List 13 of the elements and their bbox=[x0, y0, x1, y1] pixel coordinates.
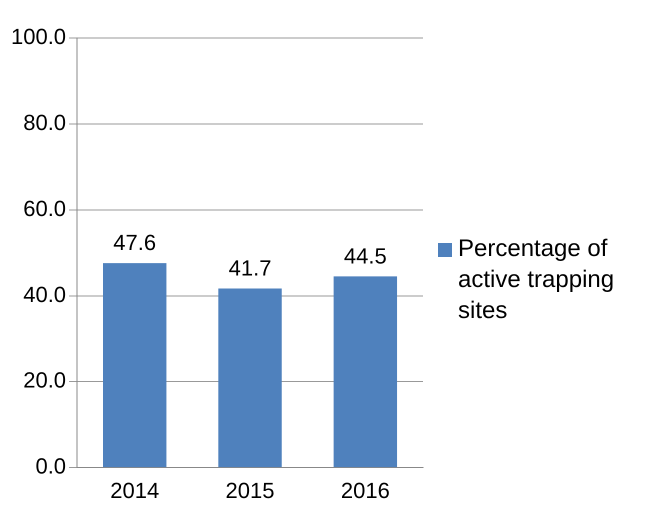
y-tick-label: 40.0 bbox=[23, 282, 66, 307]
data-label: 44.5 bbox=[344, 243, 387, 268]
data-label: 41.7 bbox=[228, 256, 272, 281]
data-label: 47.6 bbox=[113, 230, 156, 256]
y-tick-label: 20.0 bbox=[23, 368, 66, 393]
x-tick-label: 2014 bbox=[110, 478, 160, 503]
y-tick-label: 0.0 bbox=[35, 454, 66, 479]
legend-label: Percentage of active trapping sites bbox=[458, 234, 616, 326]
y-tick-label: 60.0 bbox=[23, 196, 66, 221]
x-tick-label: 2016 bbox=[340, 478, 390, 503]
y-tick-label: 100.0 bbox=[10, 24, 66, 50]
x-tick-label: 2015 bbox=[226, 478, 275, 503]
y-tick-label: 80.0 bbox=[23, 110, 66, 135]
